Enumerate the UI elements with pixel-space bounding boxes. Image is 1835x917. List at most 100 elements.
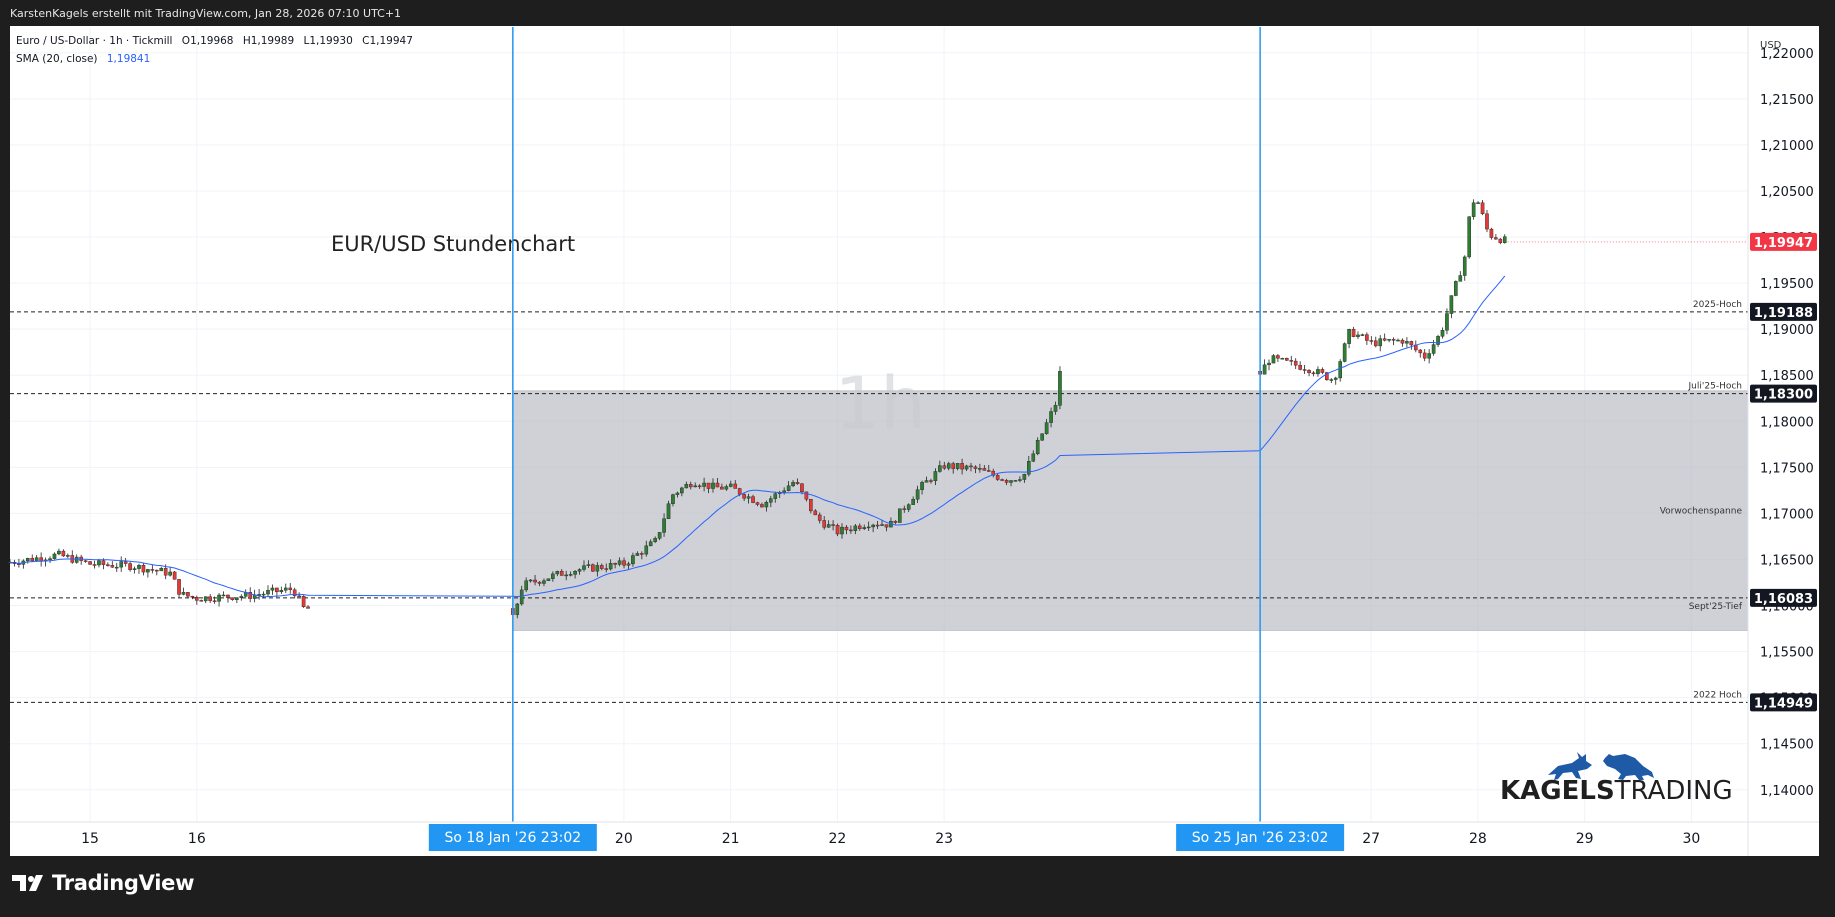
candle-body [697, 485, 702, 488]
candle-body [1053, 405, 1058, 412]
caption-text: KarstenKagels erstellt mit TradingView.c… [10, 7, 402, 20]
level-badge-label: 1,19188 [1754, 306, 1813, 321]
candle-body [671, 494, 675, 504]
candle-body [1009, 480, 1013, 483]
candle-body [288, 587, 293, 591]
candle-body [608, 563, 613, 570]
candle-body [973, 466, 978, 469]
candle-body [524, 580, 528, 591]
candle-body [141, 564, 146, 573]
time-tick-label: 20 [615, 831, 633, 847]
candle-body [791, 482, 795, 487]
chart-title: EUR/USD Stundenchart [331, 232, 575, 256]
price-tick-label: 1,17500 [1760, 461, 1814, 476]
range-box [512, 390, 1749, 631]
candle-body [1035, 439, 1040, 455]
candle-body [946, 463, 951, 469]
candle-body [635, 553, 640, 556]
candle-body [66, 555, 70, 557]
candle-body [297, 595, 301, 598]
candle-body [1342, 343, 1347, 362]
candle-body [515, 603, 520, 615]
session-badge-label: So 18 Jan '26 23:02 [444, 830, 581, 846]
tradingview-icon [12, 875, 43, 891]
candle-body [915, 489, 920, 500]
candle-body [1489, 228, 1494, 238]
candle-body [159, 568, 164, 572]
candle-body [212, 600, 217, 602]
candle-body [1373, 340, 1378, 347]
candle-body [960, 463, 964, 470]
candle-body [132, 568, 137, 570]
candle-body [986, 470, 991, 472]
candle-body [1409, 341, 1414, 346]
candle-body [826, 524, 831, 528]
candle-body [564, 574, 569, 577]
candle-body [48, 558, 52, 561]
candle-body [924, 480, 929, 483]
candle-body [1356, 334, 1360, 337]
candle-body [760, 504, 764, 508]
sma-line [9, 275, 1506, 598]
candle-body [52, 553, 57, 559]
candle-body [61, 550, 66, 557]
candle-body [123, 561, 128, 564]
sma-legend: SMA (20, close) 1,19841 [16, 53, 150, 65]
candle-body [292, 589, 297, 597]
sma-legend-label: SMA (20, close) [16, 53, 98, 65]
candle-body [702, 482, 706, 487]
time-axis-ticks[interactable]: 15 16 20 21 22 23 27 28 29 30 [81, 831, 1700, 847]
candle-body [128, 563, 132, 570]
level-badge [1750, 384, 1817, 403]
candle-body [1369, 340, 1374, 342]
timeframe-watermark: 1h [834, 362, 925, 446]
price-tick-label: 1,17000 [1760, 507, 1814, 522]
candle-body [217, 594, 221, 602]
time-tick-label: 29 [1576, 831, 1594, 847]
symbol-name: Euro / US-Dollar · 1h · Tickmill [16, 35, 172, 47]
candle-body [146, 569, 150, 573]
candle-body [800, 483, 804, 493]
candle-body [693, 485, 698, 488]
price-tick-label: 1,22000 [1760, 47, 1814, 62]
candle-body [880, 524, 884, 526]
candle-body [1422, 352, 1427, 359]
level-name: 2025-Hoch [1693, 300, 1742, 310]
candle-body [1000, 479, 1004, 481]
candle-body [591, 564, 595, 572]
candle-body [110, 565, 115, 568]
time-tick-label: 27 [1362, 831, 1380, 847]
price-axis-ticks[interactable]: 1,140001,145001,150001,155001,160001,165… [1760, 47, 1814, 799]
candle-body [680, 487, 684, 494]
candle-body [942, 465, 947, 469]
candle-body [964, 465, 969, 470]
level-name: Juli'25-Hoch [1688, 382, 1742, 392]
candle-body [1347, 329, 1351, 344]
candle-body [528, 579, 533, 582]
candle-body [137, 564, 141, 569]
candle-body [1365, 334, 1369, 341]
tradingview-wordmark: TradingView [52, 871, 195, 895]
candle-body [604, 568, 609, 570]
candle-body [235, 597, 239, 600]
level-badges: 1,19188 1,18300 1,16083 1,14949 1,19947 [1750, 232, 1817, 712]
candle-body [1502, 236, 1507, 243]
ohlc-o-label: O [182, 35, 190, 47]
candle-body [1351, 329, 1356, 337]
tradingview-logo[interactable]: TradingView [12, 871, 194, 895]
price-tick-label: 1,21500 [1760, 93, 1814, 108]
candle-body [1387, 339, 1391, 341]
candle-body [203, 596, 208, 602]
candle-body [154, 569, 159, 572]
candle-body [688, 484, 693, 488]
candle-body [809, 499, 813, 512]
candle-body [239, 596, 244, 598]
ohlc-h: 1,19989 [251, 35, 294, 47]
candle-body [551, 573, 555, 579]
candle-body [1031, 453, 1036, 462]
candle-body [728, 483, 733, 487]
candle-body [39, 557, 43, 562]
candle-body [715, 482, 720, 488]
level-badge [1750, 693, 1817, 712]
